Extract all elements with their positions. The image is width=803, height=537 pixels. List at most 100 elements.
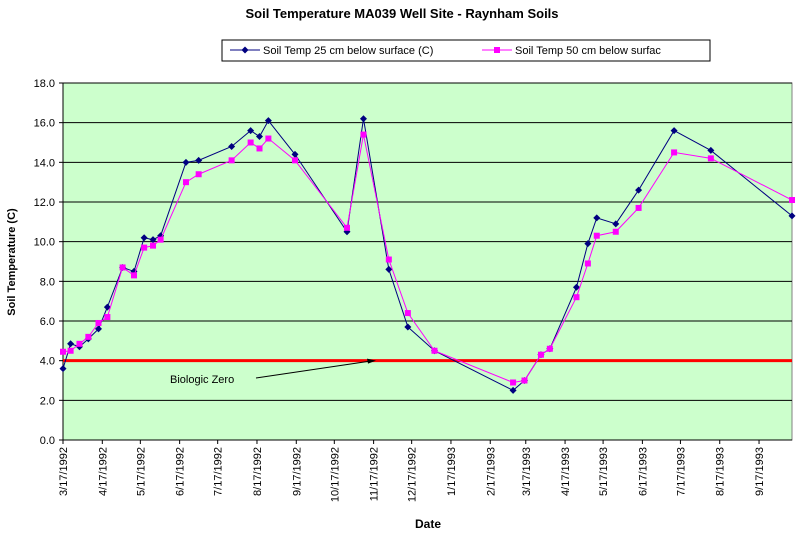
point [130,272,137,279]
y-tick-label: 2.0 [40,395,55,407]
y-tick-label: 16.0 [34,118,55,130]
x-tick-label: 7/17/1992 [213,447,225,496]
x-axis-label: Date [415,517,441,531]
point [360,131,367,138]
legend-label: Soil Temp 50 cm below surfac [515,45,661,57]
x-tick-label: 11/17/1992 [369,447,381,501]
point [256,145,263,152]
y-tick-label: 0.0 [40,435,55,447]
plot-area [62,82,793,441]
point [546,345,553,352]
point [510,379,517,386]
point [593,232,600,239]
point [67,340,75,348]
x-tick-label: 4/17/1993 [560,447,572,496]
point [182,158,190,166]
point [195,171,202,178]
x-tick-label: 10/17/1992 [329,447,341,502]
legend-box [221,39,711,62]
chart-title: Soil Temperature MA039 Well Site - Raynh… [245,6,558,21]
point [60,348,66,355]
point [612,220,620,228]
point [343,224,350,231]
point [385,256,392,263]
point [707,146,715,154]
point [670,127,678,135]
legend-marker [241,46,249,54]
point [104,314,111,321]
point [404,310,411,317]
point [635,186,643,194]
point [228,157,235,164]
y-tick-label: 8.0 [40,276,55,288]
y-tick-label: 14.0 [34,157,55,169]
x-tick-label: 4/17/1992 [97,447,109,496]
point [264,117,272,125]
legend-marker [494,47,500,53]
point [76,340,83,347]
x-tick-label: 6/17/1992 [175,447,187,496]
point [612,228,619,235]
x-tick-label: 5/17/1993 [598,447,610,496]
x-tick-label: 9/17/1992 [291,447,303,496]
x-tick-label: 2/17/1993 [485,447,497,496]
x-tick-label: 3/17/1992 [58,447,70,496]
annotation-arrow [255,360,371,379]
x-tick-label: 8/17/1993 [715,447,727,496]
x-tick-label: 3/17/1993 [521,447,533,496]
y-axis-label: Soil Temperature (C) [6,208,18,316]
y-tick-label: 6.0 [40,316,55,328]
point [707,155,714,162]
x-tick-label: 5/17/1992 [135,447,147,496]
point [103,303,111,311]
point [247,127,255,135]
point [572,283,580,291]
point [67,347,74,354]
point [385,265,393,273]
x-tick-label: 12/17/1992 [407,447,419,502]
point [149,236,157,244]
point [509,386,517,394]
point [150,242,157,249]
point [95,319,102,326]
y-tick-label: 4.0 [40,356,55,368]
point [521,377,528,384]
point [431,347,438,354]
point [789,197,795,204]
x-tick-label: 8/17/1992 [252,447,264,496]
point [157,236,164,243]
point [195,156,203,164]
point [635,204,642,211]
x-tick-label: 1/17/1993 [446,447,458,496]
x-tick-label: 7/17/1993 [675,447,687,496]
point [94,325,102,333]
point [140,234,148,242]
y-tick-label: 18.0 [34,78,55,90]
point [59,365,67,373]
annotation: Biologic Zero [170,374,234,386]
point [141,244,148,251]
y-tick-label: 10.0 [34,237,55,249]
point [584,240,592,248]
point [182,179,189,186]
y-tick-label: 12.0 [34,197,55,209]
point [537,351,544,358]
point [119,264,126,271]
point [265,135,272,142]
point [359,115,367,123]
point [247,139,254,146]
x-tick-label: 9/17/1993 [754,447,766,496]
point [404,323,412,331]
legend-label: Soil Temp 25 cm below surface (C) [263,45,433,57]
point [228,142,236,150]
arrow-head [367,358,376,364]
point [573,294,580,301]
point [593,214,601,222]
point [671,149,678,156]
point [85,333,92,340]
point [291,150,299,158]
x-tick-label: 6/17/1993 [637,447,649,496]
point [788,212,796,220]
point [292,157,299,164]
